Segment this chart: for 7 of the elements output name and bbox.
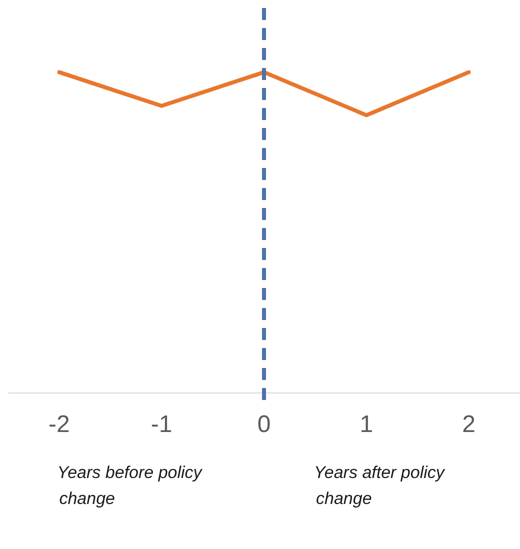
- text: Years after policy change: [314, 463, 446, 508]
- x-tick-label: 1: [360, 411, 374, 438]
- x-tick-label: 2: [462, 411, 476, 438]
- text: Years before policy change: [57, 463, 204, 508]
- x-tick-label: 0: [257, 411, 271, 438]
- x-tick-label: -1: [150, 411, 172, 438]
- x-tick-label: -2: [48, 411, 70, 438]
